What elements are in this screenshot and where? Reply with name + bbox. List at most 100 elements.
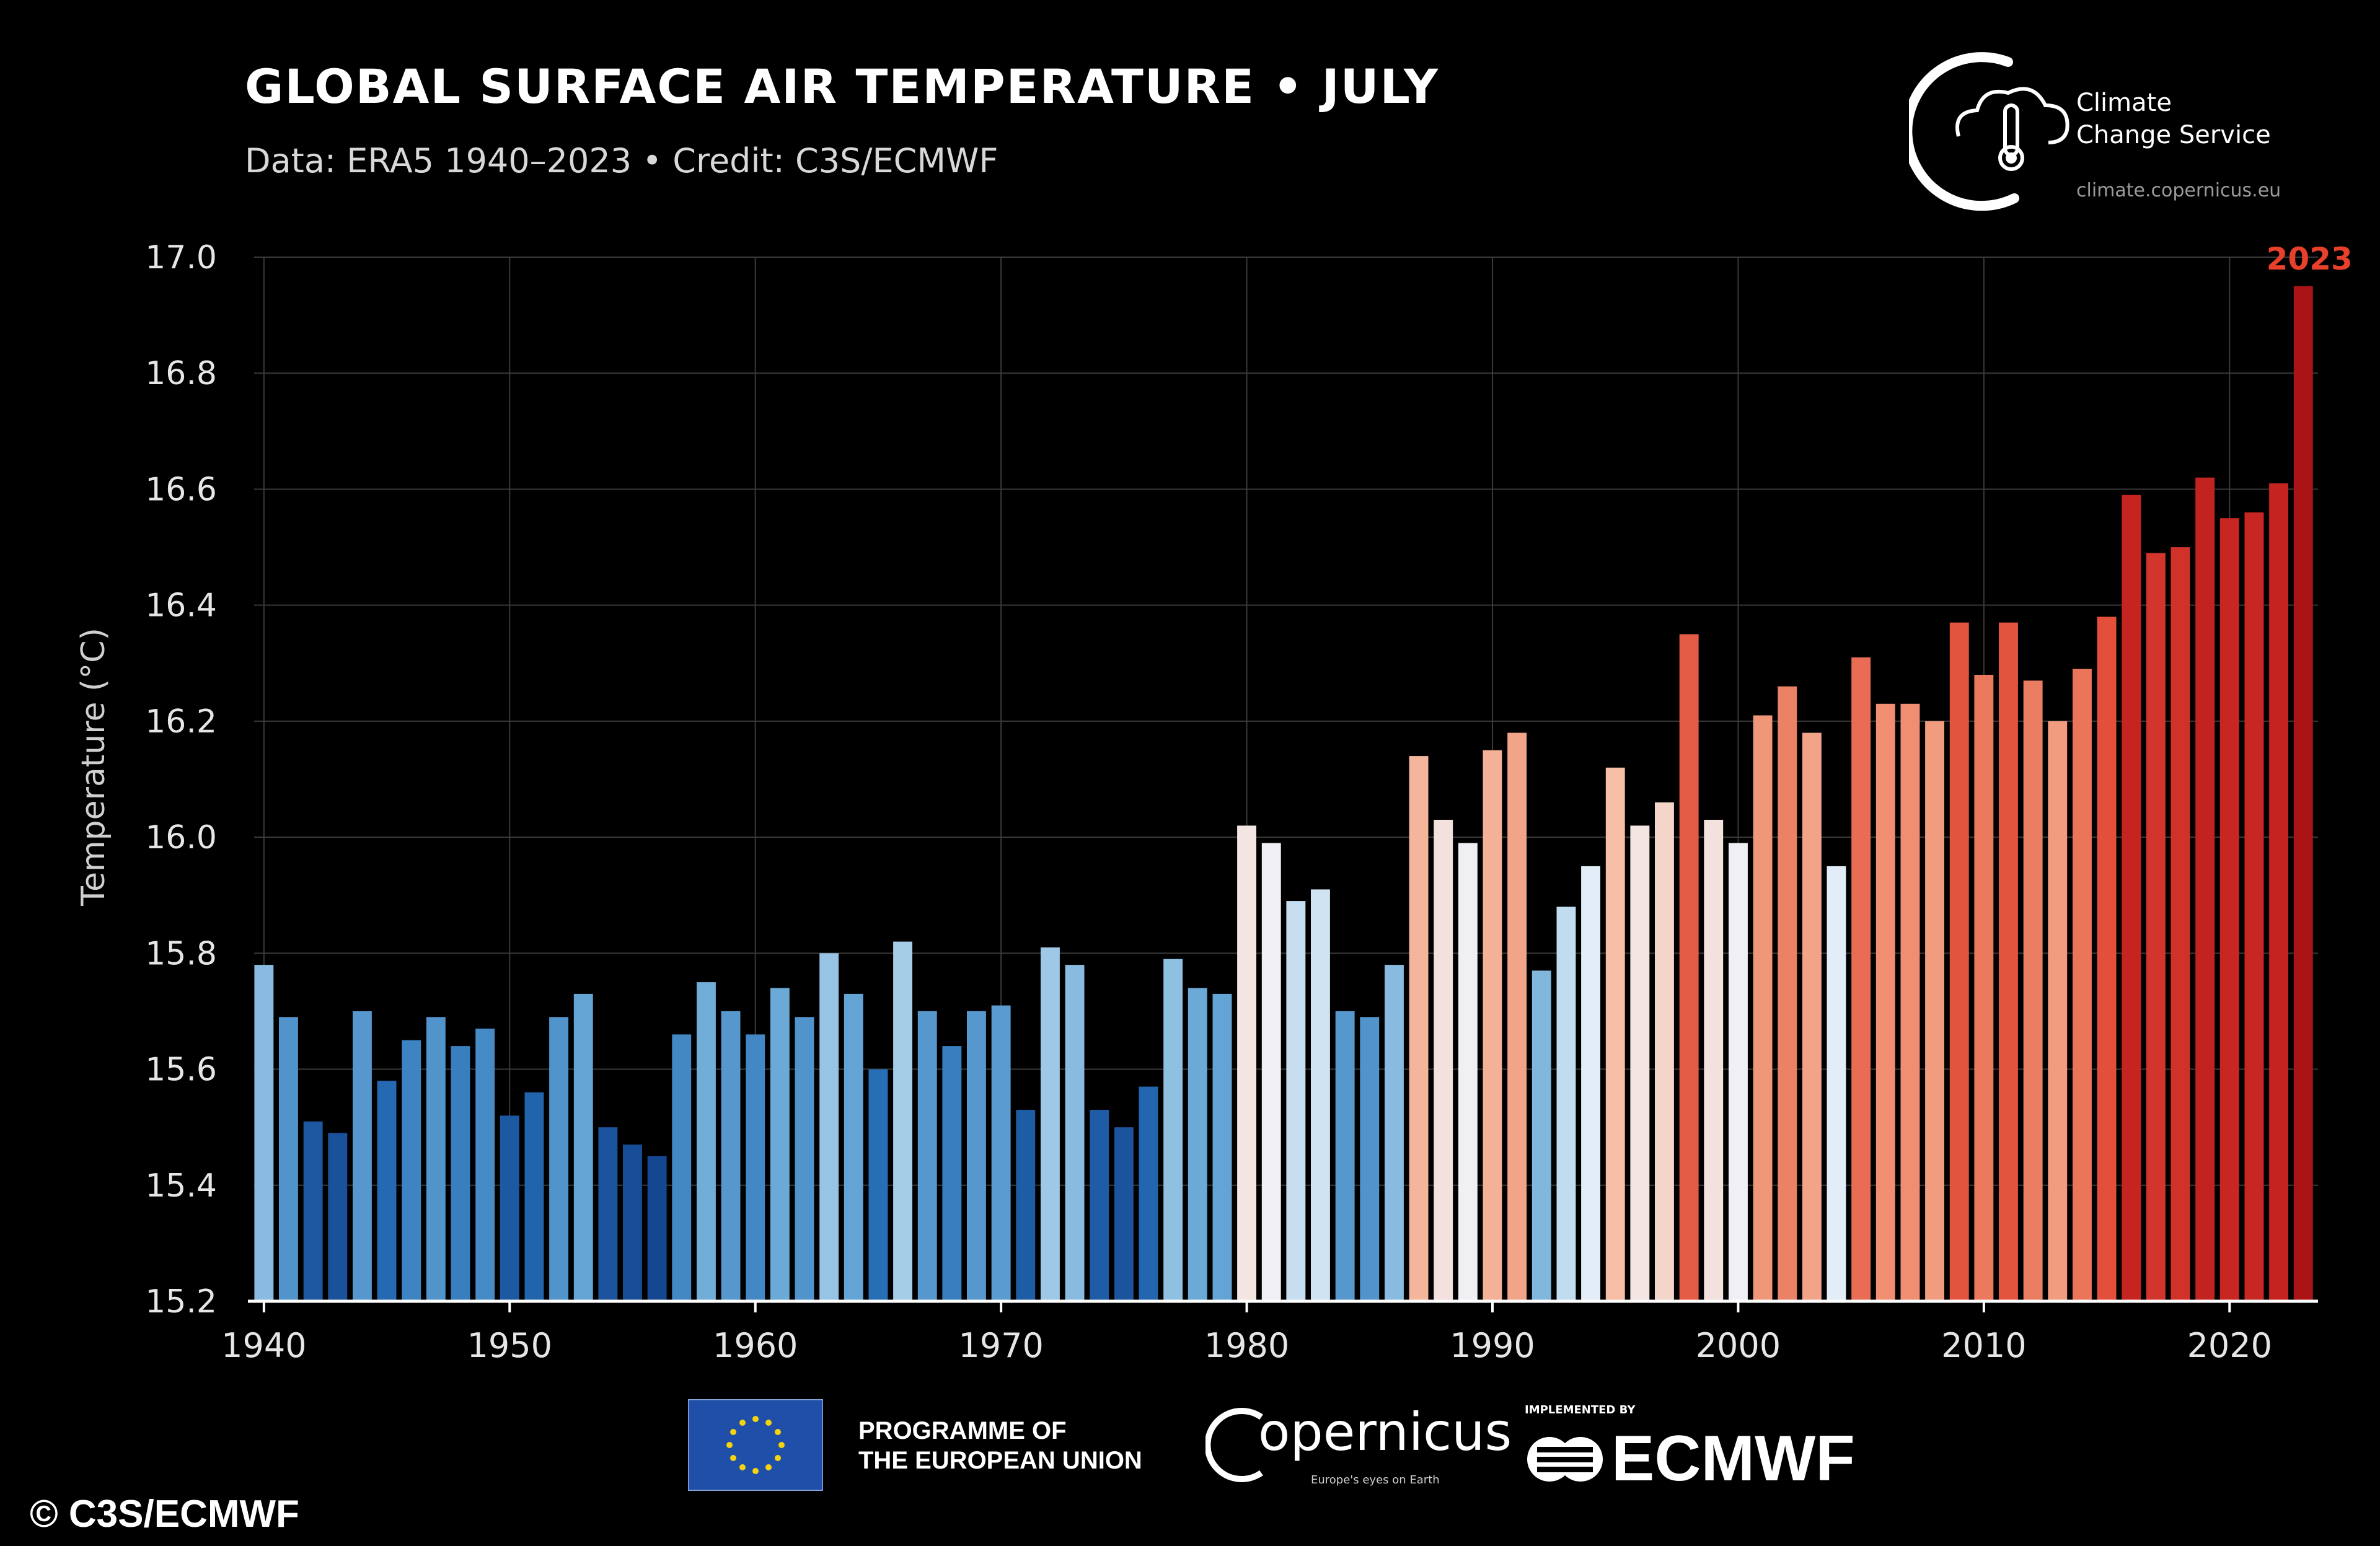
bar-1969 [967, 1011, 986, 1301]
bar-1986 [1385, 965, 1404, 1301]
x-tick-label: 2020 [2187, 1326, 2272, 1365]
x-tick-label: 1960 [713, 1326, 798, 1365]
x-tick-label: 1980 [1204, 1326, 1289, 1365]
bar-1974 [1090, 1110, 1109, 1301]
bar-1987 [1409, 756, 1429, 1301]
bar-2001 [1753, 715, 1773, 1301]
bar-1975 [1114, 1127, 1134, 1301]
bar-1961 [770, 988, 790, 1301]
implemented-by-label: IMPLEMENTED BY [1525, 1403, 1636, 1416]
bar-2010 [1974, 675, 1994, 1301]
bar-1940 [254, 965, 274, 1301]
bar-2016 [2122, 494, 2141, 1301]
copyright: © C3S/ECMWF [30, 1493, 299, 1535]
bar-1981 [1261, 843, 1281, 1301]
bar-1951 [524, 1092, 544, 1301]
x-tick-label: 1940 [221, 1326, 306, 1365]
bar-2008 [1925, 721, 1944, 1301]
bar-1973 [1065, 965, 1085, 1301]
bar-1956 [647, 1156, 667, 1301]
x-tick-label: 2010 [1941, 1326, 2026, 1365]
bar-1978 [1188, 988, 1207, 1301]
bar-1997 [1655, 802, 1674, 1301]
y-tick-label: 15.4 [145, 1167, 217, 1205]
y-tick-label: 16.0 [145, 819, 217, 856]
copernicus-c-icon [1205, 1408, 1263, 1482]
axes [248, 1299, 2318, 1312]
bar-2023 [2293, 286, 2313, 1301]
c3s-logo-icon [1909, 52, 2069, 211]
chart-title: GLOBAL SURFACE AIR TEMPERATURE • JULY [245, 59, 1440, 114]
bar-1968 [942, 1046, 962, 1301]
y-tick-label: 15.2 [145, 1283, 217, 1320]
bar-1990 [1483, 750, 1502, 1301]
bar-1946 [402, 1040, 421, 1301]
bar-1958 [697, 982, 716, 1301]
bars [254, 286, 2313, 1302]
bar-1941 [279, 1017, 298, 1301]
bar-2020 [2219, 518, 2239, 1302]
bar-1954 [598, 1127, 618, 1301]
bar-1957 [672, 1034, 692, 1301]
bar-1995 [1605, 767, 1625, 1301]
bar-1989 [1458, 843, 1478, 1301]
c3s-line1: Climate [2076, 89, 2172, 117]
bar-2011 [1999, 622, 2018, 1302]
eu-flag-icon [688, 1399, 823, 1491]
bar-1999 [1704, 820, 1724, 1301]
bar-2005 [1851, 657, 1871, 1301]
bar-2007 [1900, 703, 1920, 1301]
bar-1971 [1016, 1110, 1036, 1301]
bar-2019 [2195, 477, 2215, 1302]
bar-2000 [1729, 843, 1748, 1301]
bar-2006 [1875, 703, 1895, 1301]
bar-2018 [2171, 547, 2190, 1301]
bar-1965 [868, 1069, 888, 1301]
bar-1970 [991, 1005, 1011, 1301]
bar-1964 [844, 993, 863, 1301]
eu-line1: PROGRAMME OF [858, 1417, 1067, 1444]
chart-subtitle: Data: ERA5 1940–2023 • Credit: C3S/ECMWF [245, 141, 998, 180]
bar-1976 [1139, 1086, 1158, 1301]
bar-2002 [1778, 686, 1797, 1301]
bar-1960 [746, 1034, 765, 1301]
bar-1962 [795, 1017, 814, 1301]
x-tick-label: 1950 [467, 1326, 552, 1365]
bar-1991 [1507, 732, 1527, 1301]
tick-labels: 15.2 15.4 15.6 15.8 16.0 16.2 16.4 16.6 16.8 17.0… [75, 239, 2353, 1365]
c3s-brand-text: Climate Change Service [2076, 87, 2271, 151]
bar-1998 [1679, 634, 1699, 1301]
bar-1952 [549, 1017, 568, 1301]
bar-1955 [623, 1144, 642, 1301]
bar-1967 [917, 1011, 937, 1301]
bar-2013 [2048, 721, 2068, 1301]
bar-1942 [303, 1121, 323, 1301]
highlight-label: 2023 [2267, 241, 2353, 277]
bar-1996 [1630, 825, 1650, 1301]
eu-line2: THE EUROPEAN UNION [858, 1447, 1142, 1474]
c3s-url: climate.copernicus.eu [2076, 180, 2281, 201]
bar-2004 [1827, 866, 1846, 1301]
y-tick-label: 16.6 [145, 471, 217, 508]
x-tick-label: 1970 [958, 1326, 1043, 1365]
eu-programme-text: PROGRAMME OF THE EUROPEAN UNION [858, 1416, 1142, 1475]
bar-1977 [1163, 959, 1183, 1301]
bar-1945 [377, 1081, 397, 1301]
bar-1963 [819, 953, 839, 1301]
bar-2003 [1802, 732, 1822, 1301]
bar-1947 [426, 1017, 446, 1301]
y-tick-label: 16.4 [145, 587, 217, 625]
bar-1966 [893, 941, 912, 1301]
bar-1949 [475, 1029, 495, 1301]
x-tick-label: 2000 [1696, 1326, 1781, 1365]
y-axis-label: Temperature (°C) [75, 628, 112, 907]
bar-1993 [1556, 907, 1576, 1301]
bar-2021 [2244, 512, 2264, 1301]
bar-1992 [1532, 970, 1551, 1301]
bar-2009 [1949, 622, 1969, 1302]
bar-2017 [2146, 553, 2166, 1301]
c3s-line2: Change Service [2076, 121, 2271, 149]
bar-1944 [353, 1011, 372, 1301]
